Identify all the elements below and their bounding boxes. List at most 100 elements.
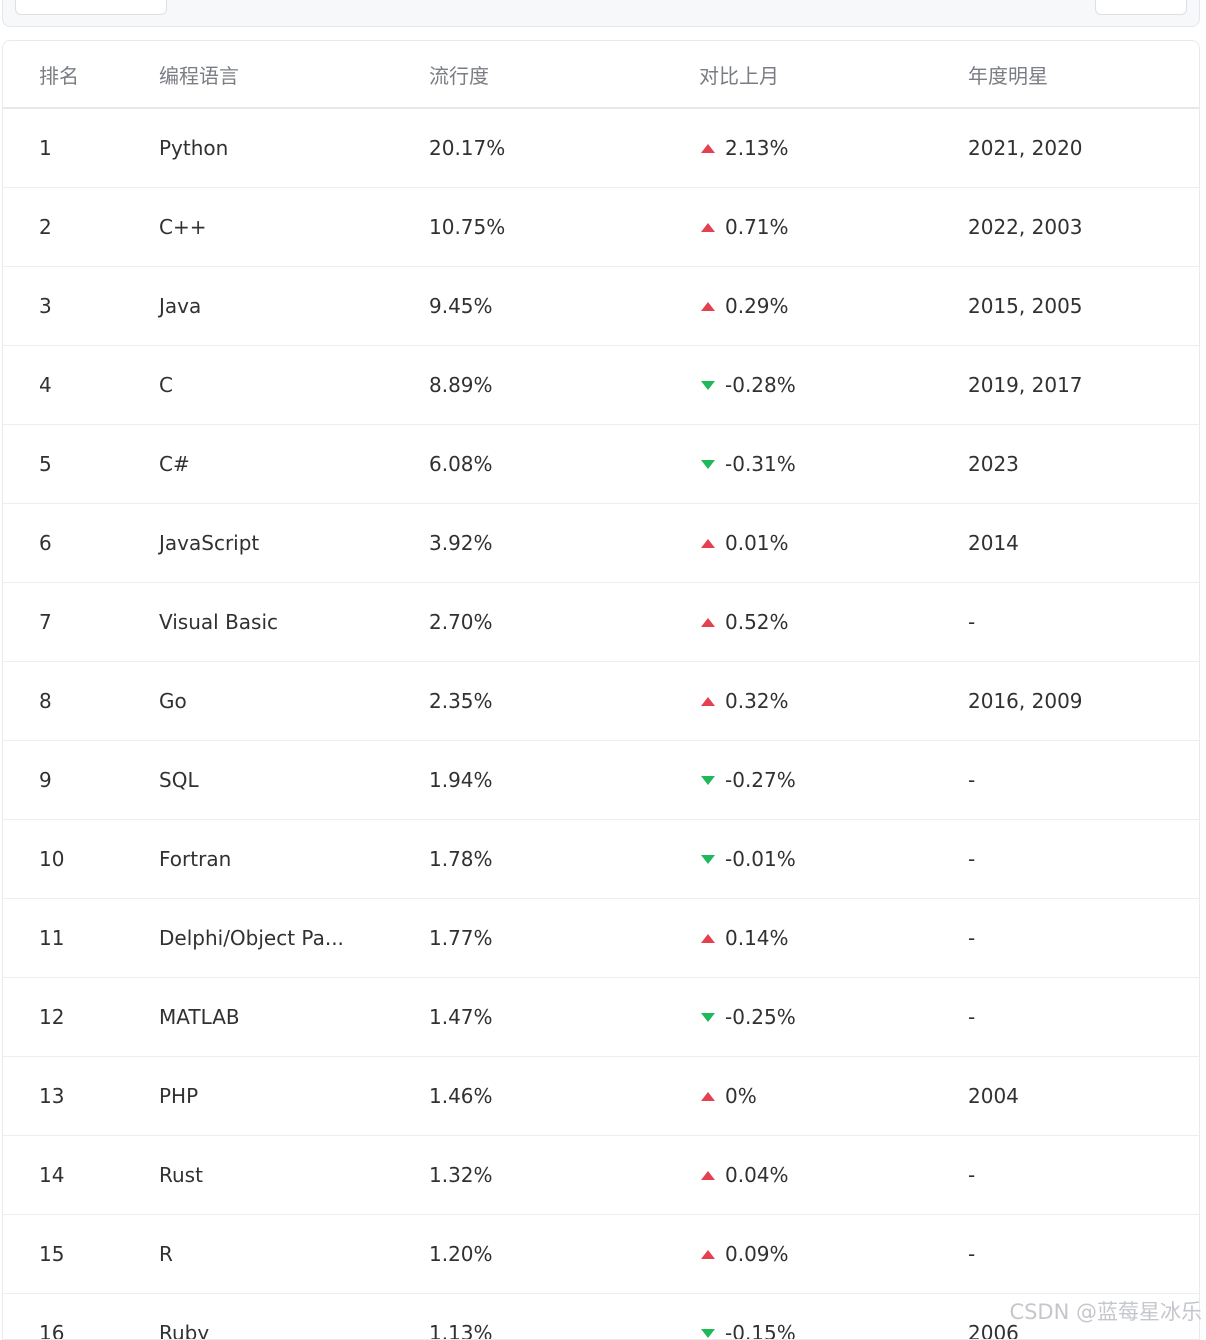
rank-cell: 1 [39, 109, 52, 187]
header-rank[interactable]: 排名 [39, 41, 79, 107]
rank-cell: 14 [39, 1136, 64, 1214]
header-change[interactable]: 对比上月 [699, 41, 779, 107]
rank-cell: 12 [39, 978, 64, 1056]
language-cell: Delphi/Object Pa... [159, 899, 344, 977]
change-value: 0.09% [725, 1242, 789, 1266]
popularity-cell: 1.13% [429, 1294, 493, 1340]
stars-cell: 2021, 2020 [968, 109, 1083, 187]
triangle-down-icon [701, 460, 715, 469]
change-cell: -0.31% [699, 425, 796, 503]
change-cell: -0.27% [699, 741, 796, 819]
triangle-up-icon [701, 618, 715, 627]
language-cell: Fortran [159, 820, 231, 898]
stars-cell: - [968, 1136, 975, 1214]
stars-cell: - [968, 1215, 975, 1293]
triangle-up-icon [701, 1171, 715, 1180]
change-value: 0.52% [725, 610, 789, 634]
rank-cell: 15 [39, 1215, 64, 1293]
change-cell: 0.14% [699, 899, 789, 977]
stars-cell: 2022, 2003 [968, 188, 1083, 266]
change-value: 0.32% [725, 689, 789, 713]
language-cell: R [159, 1215, 173, 1293]
triangle-down-icon [701, 1013, 715, 1022]
change-value: -0.25% [725, 1005, 796, 1029]
triangle-down-icon [701, 1329, 715, 1338]
language-cell: MATLAB [159, 978, 240, 1056]
popularity-cell: 1.32% [429, 1136, 493, 1214]
rank-cell: 13 [39, 1057, 64, 1135]
change-value: 0.01% [725, 531, 789, 555]
triangle-down-icon [701, 855, 715, 864]
toolbar-left-button[interactable] [15, 0, 167, 15]
watermark: CSDN @蓝莓星冰乐 [1009, 1296, 1202, 1326]
triangle-up-icon [701, 144, 715, 153]
header-popularity[interactable]: 流行度 [429, 41, 489, 107]
rank-cell: 11 [39, 899, 64, 977]
rank-cell: 7 [39, 583, 52, 661]
triangle-up-icon [701, 697, 715, 706]
table-row[interactable]: 15 R 1.20% 0.09% - [3, 1215, 1199, 1294]
language-cell: C [159, 346, 173, 424]
popularity-cell: 9.45% [429, 267, 493, 345]
change-value: 0.14% [725, 926, 789, 950]
header-language[interactable]: 编程语言 [159, 41, 239, 107]
rank-cell: 5 [39, 425, 52, 503]
top-toolbar [2, 0, 1200, 27]
stars-cell: - [968, 978, 975, 1056]
toolbar-right-button[interactable] [1095, 0, 1187, 15]
language-cell: Java [159, 267, 201, 345]
triangle-up-icon [701, 223, 715, 232]
change-value: -0.01% [725, 847, 796, 871]
change-value: 0.71% [725, 215, 789, 239]
popularity-cell: 1.46% [429, 1057, 493, 1135]
stars-cell: 2015, 2005 [968, 267, 1083, 345]
change-value: -0.27% [725, 768, 796, 792]
change-cell: -0.28% [699, 346, 796, 424]
language-cell: SQL [159, 741, 199, 819]
change-cell: -0.15% [699, 1294, 796, 1340]
rank-cell: 2 [39, 188, 52, 266]
table-row[interactable]: 2 C++ 10.75% 0.71% 2022, 2003 [3, 188, 1199, 267]
popularity-cell: 20.17% [429, 109, 505, 187]
language-cell: C++ [159, 188, 206, 266]
stars-cell: - [968, 899, 975, 977]
change-cell: 0.09% [699, 1215, 789, 1293]
change-cell: -0.25% [699, 978, 796, 1056]
stars-cell: - [968, 583, 975, 661]
change-value: -0.31% [725, 452, 796, 476]
popularity-cell: 2.35% [429, 662, 493, 740]
triangle-up-icon [701, 1092, 715, 1101]
language-cell: PHP [159, 1057, 198, 1135]
header-stars[interactable]: 年度明星 [968, 41, 1048, 107]
change-cell: 0.71% [699, 188, 789, 266]
rank-cell: 10 [39, 820, 64, 898]
popularity-cell: 1.20% [429, 1215, 493, 1293]
rank-cell: 8 [39, 662, 52, 740]
change-value: 0% [725, 1084, 757, 1108]
change-cell: 0.29% [699, 267, 789, 345]
change-cell: 0.04% [699, 1136, 789, 1214]
stars-cell: 2023 [968, 425, 1019, 503]
popularity-cell: 6.08% [429, 425, 493, 503]
change-cell: 2.13% [699, 109, 789, 187]
stars-cell: 2019, 2017 [968, 346, 1083, 424]
triangle-down-icon [701, 776, 715, 785]
table-header: 排名 编程语言 流行度 对比上月 年度明星 [3, 41, 1199, 109]
popularity-cell: 10.75% [429, 188, 505, 266]
change-cell: 0.52% [699, 583, 789, 661]
popularity-cell: 3.92% [429, 504, 493, 582]
